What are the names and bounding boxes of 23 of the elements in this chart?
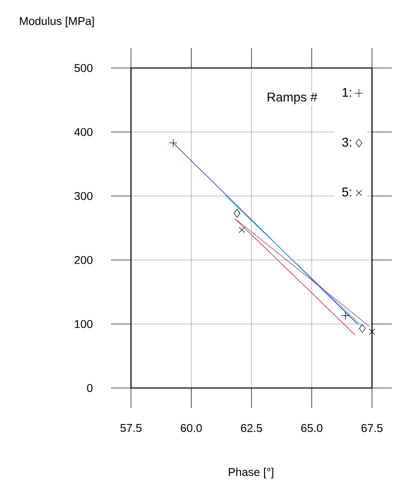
y-axis-title: Modulus [MPa] — [20, 16, 94, 28]
point — [368, 328, 376, 335]
legend-label: 1: — [342, 88, 352, 97]
legend-label: 3: — [342, 138, 352, 147]
point — [359, 324, 366, 333]
legend-title: Ramps # — [268, 92, 318, 104]
x-axis-title: Phase [°] — [228, 468, 274, 478]
y-tick-label: 0 — [87, 384, 93, 392]
point — [238, 226, 245, 234]
y-tick-label: 200 — [74, 256, 92, 264]
point — [341, 311, 350, 320]
y-tick-label: 100 — [74, 320, 92, 328]
y-tick-label: 500 — [74, 64, 92, 72]
legend-label: 5: — [342, 188, 352, 196]
x-tick-label: 67.5 — [362, 424, 383, 432]
y-tick-label: 400 — [74, 128, 92, 136]
x-tick-label: 62.5 — [241, 424, 262, 432]
point — [168, 138, 178, 148]
y-tick-label: 300 — [74, 192, 92, 200]
x-tick-label: 65.0 — [301, 424, 322, 432]
x-tick-label: 60.0 — [180, 424, 202, 432]
x-tick-label: 57.5 — [120, 424, 142, 432]
point — [234, 209, 240, 218]
